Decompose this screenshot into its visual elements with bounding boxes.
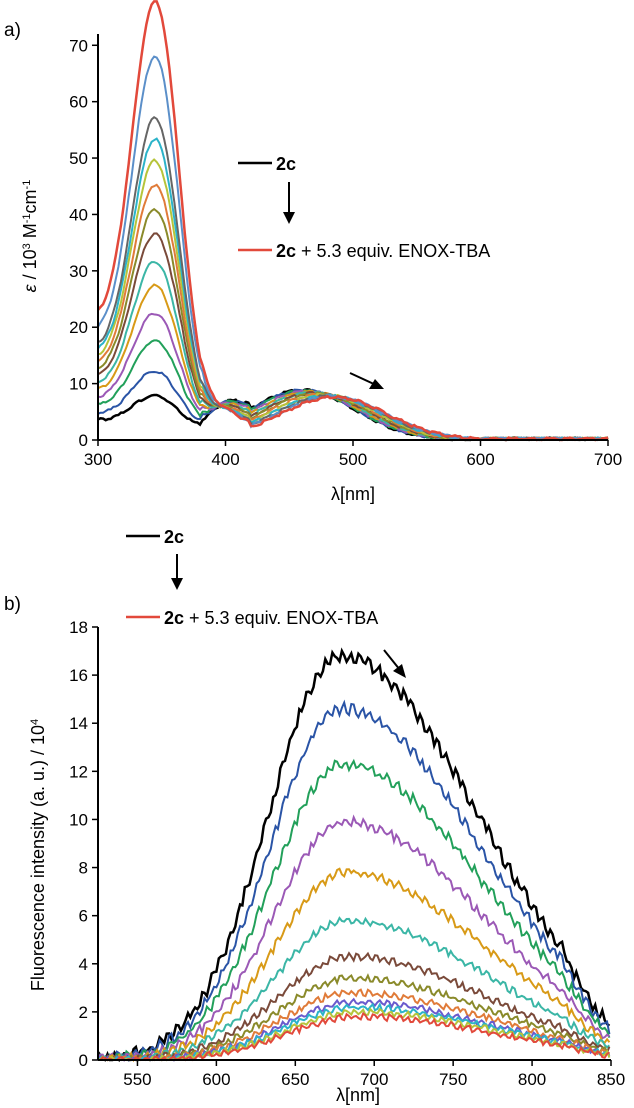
panel-a-trend-arrow-icon bbox=[349, 372, 384, 389]
panel-a-y-tick-label: 50 bbox=[69, 149, 88, 168]
panel-b: b) Fluorescence intensity (a. u.) / 104 … bbox=[4, 527, 625, 1105]
panel-b-x-tick-label: 850 bbox=[597, 1070, 625, 1089]
panel-a-x-tick-label: 300 bbox=[84, 450, 112, 469]
panel-b-series-line bbox=[97, 916, 611, 1062]
panel-a-y-tick-label: 10 bbox=[69, 375, 88, 394]
panel-a-y-title-part2: M bbox=[20, 223, 40, 243]
panel-a-y-title-part3: cm bbox=[20, 189, 40, 213]
panel-a-x-tick-label: 600 bbox=[466, 450, 494, 469]
panel-b-legend-end-bold: 2c bbox=[164, 608, 184, 628]
panel-a-series-line bbox=[97, 388, 609, 442]
panel-a-x-tick-label: 500 bbox=[339, 450, 367, 469]
panel-a-y-axis-title: ε / 103 M-1cm-1 bbox=[20, 180, 40, 293]
panel-b-legend-end-rest: + 5.3 equiv. ENOX-TBA bbox=[184, 608, 378, 628]
panel-b-trend-arrow-icon bbox=[383, 649, 406, 678]
panel-b-y-tick-label: 8 bbox=[79, 859, 88, 878]
panel-b-x-tick-label: 600 bbox=[202, 1070, 230, 1089]
panel-b-series-line bbox=[97, 647, 611, 1063]
panel-a-legend: 2c 2c + 5.3 equiv. ENOX-TBA bbox=[238, 154, 490, 261]
panel-b-x-tick-label: 800 bbox=[518, 1070, 546, 1089]
panel-a-y-title-epsilon: ε bbox=[20, 283, 40, 292]
panel-a-label: a) bbox=[4, 20, 21, 41]
panel-a-legend-end-rest: + 5.3 equiv. ENOX-TBA bbox=[296, 241, 490, 261]
panel-b-x-tick-label: 750 bbox=[439, 1070, 467, 1089]
panel-a-x-tick-label: 400 bbox=[211, 450, 239, 469]
panel-b-y-tick-label: 4 bbox=[79, 955, 88, 974]
panel-a-x-axis-title: λ[nm] bbox=[331, 484, 375, 504]
panel-b-legend-start-label: 2c bbox=[164, 527, 184, 547]
panel-b-plot-area bbox=[97, 647, 611, 1063]
panel-b-y-tick-label: 0 bbox=[79, 1051, 88, 1070]
panel-a-y-title-part1: / 10 bbox=[20, 249, 40, 284]
panel-b-y-title-part1: Fluorescence intensity (a. u.) / 10 bbox=[28, 725, 48, 991]
panel-b-series-line bbox=[97, 758, 611, 1062]
panel-b-y-tick-label: 16 bbox=[69, 666, 88, 685]
panel-b-y-axis-title: Fluorescence intensity (a. u.) / 104 bbox=[28, 719, 48, 991]
panel-b-y-tick-label: 10 bbox=[69, 810, 88, 829]
panel-b-y-tick-label: 2 bbox=[79, 1003, 88, 1022]
panel-a-legend-down-arrow-icon bbox=[283, 212, 295, 224]
panel-b-legend: 2c 2c + 5.3 equiv. ENOX-TBA bbox=[126, 527, 378, 628]
panel-a-x-tick-label: 700 bbox=[594, 450, 622, 469]
panel-b-y-tick-label: 18 bbox=[69, 618, 88, 637]
panel-a-y-title-exp1: 3 bbox=[21, 243, 33, 249]
panel-a-y-tick-label: 60 bbox=[69, 93, 88, 112]
panel-a-y-title-exp2: -1 bbox=[21, 213, 33, 223]
panel-a-y-tick-label: 70 bbox=[69, 36, 88, 55]
panel-a-y-tick-label: 40 bbox=[69, 205, 88, 224]
panel-b-x-axis-title: λ[nm] bbox=[336, 1085, 380, 1105]
panel-a-y-tick-label: 20 bbox=[69, 318, 88, 337]
panel-b-series-line bbox=[97, 973, 611, 1062]
panel-b-x-tick-label: 700 bbox=[360, 1070, 388, 1089]
panel-a-legend-start-label: 2c bbox=[276, 154, 296, 174]
panel-b-series-line bbox=[98, 1011, 610, 1062]
panel-b-y-title-exp: 4 bbox=[29, 719, 41, 725]
panel-b-y-tick-label: 14 bbox=[69, 714, 88, 733]
panel-b-y-tick-label: 6 bbox=[79, 907, 88, 926]
panel-b-axes: 550 600 650 700 750 800 850 0 2 4 6 8 10 12 14 16 18 bbox=[69, 618, 625, 1089]
panel-a-legend-end-bold: 2c bbox=[276, 241, 296, 261]
panel-a-axes: 300 400 500 600 700 0 10 20 30 40 50 60 70 bbox=[69, 34, 622, 469]
panel-a-series-line bbox=[97, 312, 609, 442]
panel-b-series-line bbox=[98, 867, 611, 1063]
panel-b-legend-end-label: 2c + 5.3 equiv. ENOX-TBA bbox=[164, 608, 378, 628]
panel-b-x-tick-label: 550 bbox=[123, 1070, 151, 1089]
panel-b-series-line bbox=[97, 699, 611, 1062]
panel-a: a) ε / 103 M-1cm-1 300 400 500 600 700010203… bbox=[4, 0, 622, 504]
panel-b-y-tick-label: 12 bbox=[69, 762, 88, 781]
panel-a-y-tick-label: 30 bbox=[69, 262, 88, 281]
panel-a-y-title-exp3: -1 bbox=[21, 180, 33, 190]
panel-b-label: b) bbox=[4, 594, 21, 615]
panel-a-y-tick-label: 0 bbox=[79, 431, 88, 450]
panel-a-legend-end-label: 2c + 5.3 equiv. ENOX-TBA bbox=[276, 241, 490, 261]
panel-b-legend-down-arrow-icon bbox=[171, 578, 183, 590]
panel-b-series-line bbox=[97, 951, 611, 1062]
panel-b-x-tick-label: 650 bbox=[281, 1070, 309, 1089]
